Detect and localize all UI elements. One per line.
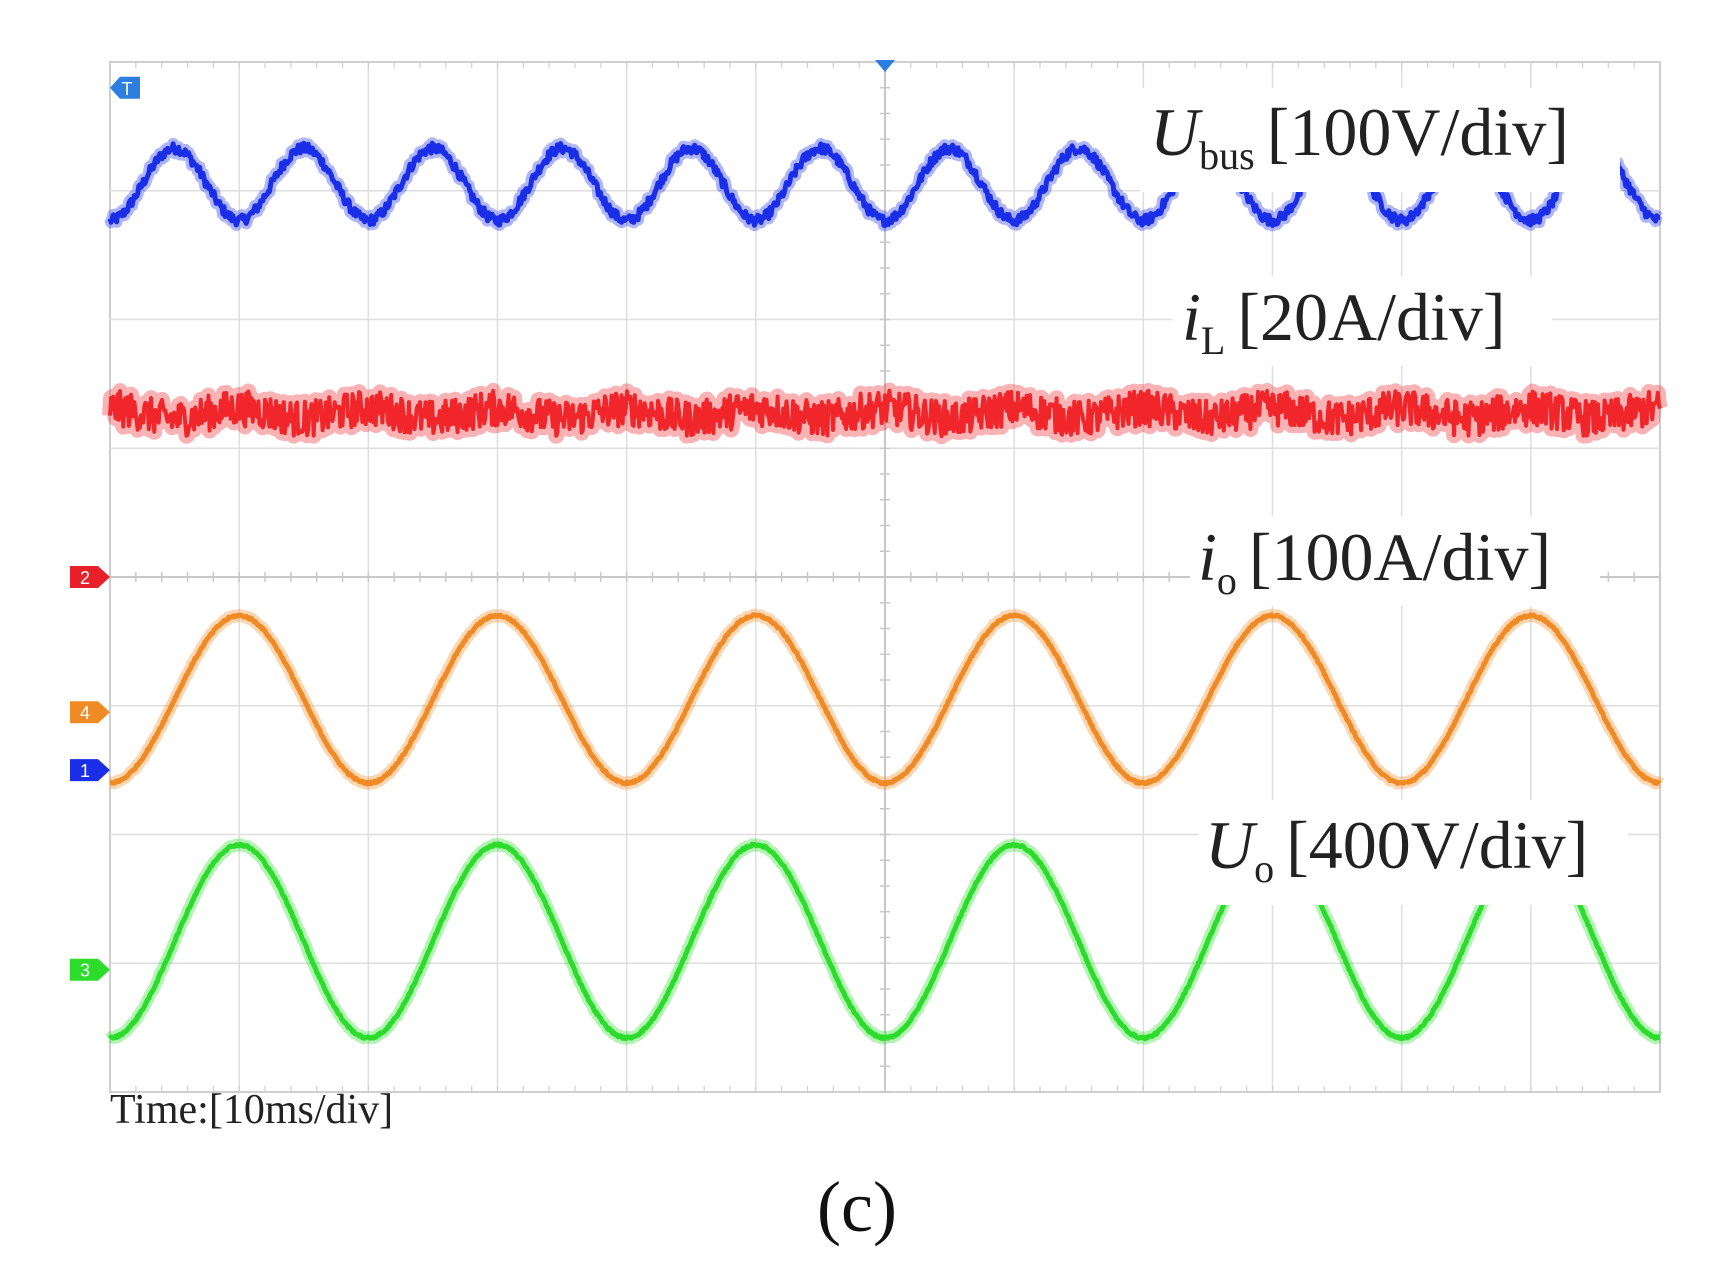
trace-labels: Ubus [100V/div] iL [20A/div] io [100A/div] … <box>1140 88 1628 905</box>
uo-subscript: o <box>1254 846 1274 891</box>
io-scale: [100A/div] <box>1249 519 1551 595</box>
marker-text: 3 <box>80 961 90 981</box>
svg-text:Uo[400V/div]: Uo [400V/div] <box>1205 807 1588 891</box>
io-symbol: i <box>1198 519 1217 595</box>
caption-text: (c) <box>817 1167 897 1247</box>
marker-text: 2 <box>80 568 90 588</box>
trigger-level-icon <box>110 76 140 99</box>
channel-marker-3: 3 <box>70 958 110 981</box>
marker-text: T <box>122 79 133 99</box>
il-symbol: i <box>1182 279 1201 355</box>
channel-marker-2: 2 <box>70 566 110 588</box>
marker-text: 1 <box>80 761 90 781</box>
trace-io <box>108 612 1662 787</box>
trigger-position-icon <box>875 60 895 72</box>
channel-flag-icon <box>70 759 110 782</box>
channel-markers: T 2 4 1 3 <box>70 76 140 981</box>
traces <box>102 137 1668 1045</box>
il-scale: [20A/div] <box>1237 279 1505 355</box>
x-axis-label: Time:[10ms/div] <box>110 1087 394 1133</box>
channel-flag-icon <box>70 566 110 588</box>
uo-scale: [400V/div] <box>1286 807 1588 883</box>
trace-ubus <box>107 140 1662 228</box>
svg-text:iL[20A/div]: iL [20A/div] <box>1182 279 1506 363</box>
ubus-scale: [100V/div] <box>1267 94 1569 170</box>
uo-symbol: U <box>1205 807 1258 883</box>
channel-marker-1: 1 <box>70 759 110 782</box>
il-subscript: L <box>1201 318 1225 363</box>
label-il: iL [20A/div] <box>1172 276 1552 366</box>
label-io: io [100A/div] <box>1190 516 1600 606</box>
ubus-symbol: U <box>1150 94 1203 170</box>
trace-il <box>108 388 1662 439</box>
channel-marker-T: T <box>110 76 140 99</box>
ubus-subscript: bus <box>1199 133 1255 178</box>
figure-caption: (c) <box>0 1166 1714 1249</box>
channel-marker-4: 4 <box>70 701 110 724</box>
svg-text:Ubus[100V/div]: Ubus [100V/div] <box>1150 94 1569 178</box>
io-subscript: o <box>1217 558 1237 603</box>
channel-flag-icon <box>70 701 110 724</box>
svg-text:io[100A/div]: io [100A/div] <box>1198 519 1551 603</box>
label-ubus: Ubus [100V/div] <box>1140 88 1620 192</box>
label-uo: Uo [400V/div] <box>1198 800 1628 905</box>
channel-flag-icon <box>70 958 110 981</box>
marker-text: 4 <box>80 703 90 723</box>
trace-uo <box>107 841 1662 1042</box>
